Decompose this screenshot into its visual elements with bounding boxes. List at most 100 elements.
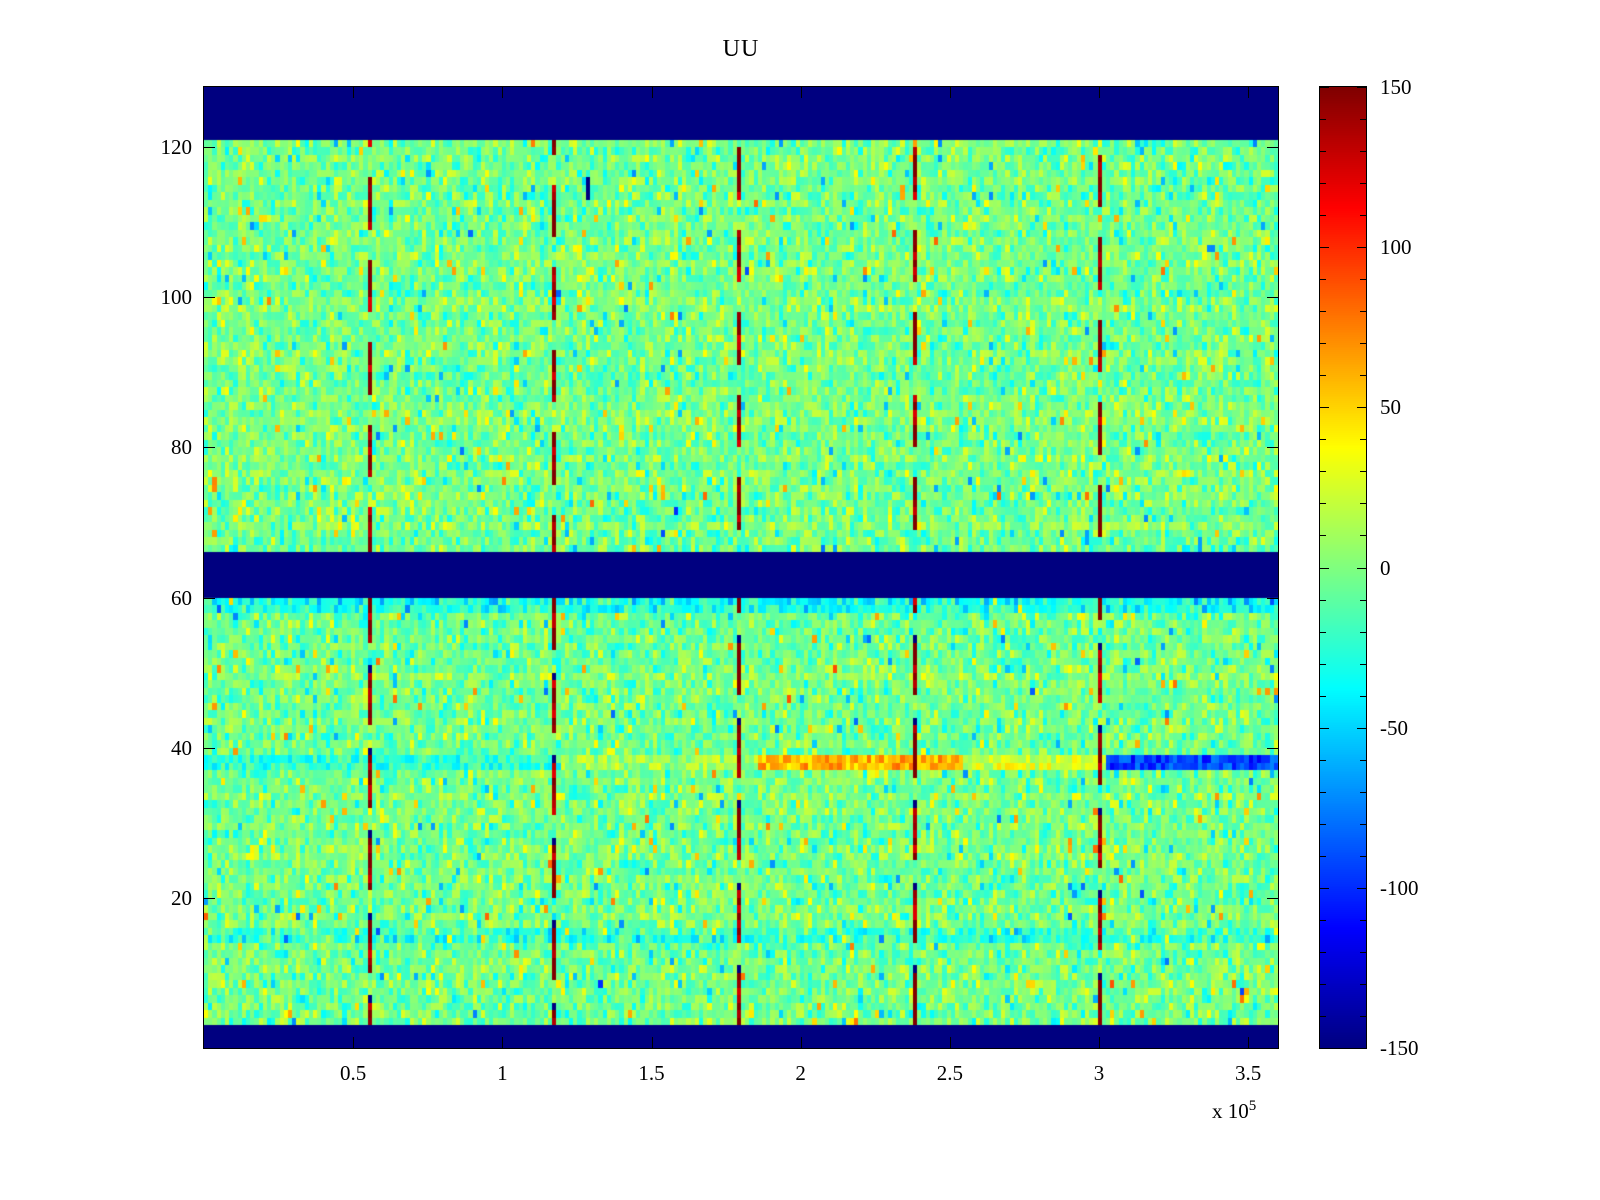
x-axis-tick-mark bbox=[949, 1037, 951, 1048]
x-axis-tick-mark-top bbox=[1248, 87, 1250, 98]
colorbar-tick-mark-left bbox=[1320, 568, 1329, 569]
y-axis-tick-mark-right bbox=[1267, 447, 1278, 449]
x-axis-tick-label: 0.5 bbox=[340, 1061, 367, 1085]
colorbar-tick-mark-right bbox=[1360, 119, 1366, 120]
colorbar-tick-mark-left bbox=[1320, 87, 1329, 88]
colorbar-tick-mark-right bbox=[1357, 888, 1366, 889]
colorbar-tick-label: -100 bbox=[1380, 875, 1419, 900]
colorbar-tick-mark-left bbox=[1320, 728, 1329, 729]
colorbar-tick-mark-right bbox=[1360, 151, 1366, 152]
x-axis-tick-label: 1.5 bbox=[638, 1061, 665, 1085]
x-axis-multiplier: x 105 bbox=[1212, 1098, 1256, 1124]
colorbar-tick-mark-right bbox=[1357, 1048, 1366, 1049]
x-axis-tick-label: 3.5 bbox=[1235, 1061, 1262, 1085]
colorbar-tick-mark-left bbox=[1320, 632, 1326, 633]
colorbar-tick-mark-left bbox=[1320, 535, 1326, 536]
colorbar-tick-mark-right bbox=[1357, 568, 1366, 569]
heatmap-plot-frame bbox=[203, 86, 1279, 1049]
y-axis-tick-mark bbox=[204, 747, 215, 749]
colorbar-tick-mark-right bbox=[1360, 696, 1366, 697]
y-axis-tick-mark bbox=[204, 597, 215, 599]
colorbar-tick-mark-right bbox=[1360, 1016, 1366, 1017]
colorbar-tick-label: 100 bbox=[1380, 235, 1412, 260]
colorbar-tick-mark-left bbox=[1320, 600, 1326, 601]
colorbar-tick-mark-right bbox=[1360, 375, 1366, 376]
colorbar-tick-mark-right bbox=[1360, 952, 1366, 953]
colorbar-tick-mark-left bbox=[1320, 375, 1326, 376]
y-axis-tick-mark bbox=[204, 897, 215, 899]
colorbar-tick-mark-left bbox=[1320, 183, 1326, 184]
colorbar-tick-mark-left bbox=[1320, 696, 1326, 697]
colorbar-tick-mark-right bbox=[1360, 984, 1366, 985]
colorbar-tick-mark-right bbox=[1360, 183, 1366, 184]
colorbar-tick-mark-left bbox=[1320, 952, 1326, 953]
y-axis-tick-mark bbox=[204, 297, 215, 299]
y-axis-tick-label: 40 bbox=[171, 735, 192, 760]
colorbar-tick-mark-left bbox=[1320, 920, 1326, 921]
x-axis-tick-mark-top bbox=[949, 87, 951, 98]
colorbar-tick-mark-left bbox=[1320, 471, 1326, 472]
y-axis-tick-label: 60 bbox=[171, 585, 192, 610]
x-axis-tick-label: 2.5 bbox=[936, 1061, 963, 1085]
colorbar-tick-label: -150 bbox=[1380, 1036, 1419, 1060]
colorbar-tick-mark-left bbox=[1320, 1048, 1329, 1049]
colorbar-tick-mark-left bbox=[1320, 760, 1326, 761]
colorbar-tick-mark-right bbox=[1360, 503, 1366, 504]
colorbar-tick-label: 0 bbox=[1380, 555, 1391, 580]
colorbar-tick-mark-right bbox=[1357, 87, 1366, 88]
colorbar-tick-mark-left bbox=[1320, 407, 1329, 408]
x-axis-tick-mark bbox=[353, 1037, 355, 1048]
x-axis-multiplier-base: x 10 bbox=[1212, 1099, 1249, 1123]
y-axis-tick-mark-right bbox=[1267, 597, 1278, 599]
colorbar-tick-label: -50 bbox=[1380, 715, 1408, 740]
colorbar-tick-mark-left bbox=[1320, 664, 1326, 665]
colorbar-tick-mark-left bbox=[1320, 984, 1326, 985]
colorbar-tick-mark-left bbox=[1320, 1016, 1326, 1017]
y-axis-tick-mark-right bbox=[1267, 747, 1278, 749]
y-axis-tick-mark bbox=[204, 147, 215, 149]
x-axis-tick-mark bbox=[502, 1037, 504, 1048]
colorbar-tick-mark-right bbox=[1357, 247, 1366, 248]
colorbar-tick-mark-left bbox=[1320, 888, 1329, 889]
colorbar-tick-label: 50 bbox=[1380, 395, 1401, 420]
colorbar-tick-label: 150 bbox=[1380, 75, 1412, 99]
x-axis-tick-mark-top bbox=[1099, 87, 1100, 98]
chart-title: UU bbox=[722, 36, 760, 62]
colorbar-tick-mark-right bbox=[1357, 407, 1366, 408]
x-axis-tick-mark bbox=[651, 1037, 653, 1048]
x-axis-tick-mark bbox=[1248, 1037, 1250, 1048]
colorbar-tick-mark-right bbox=[1360, 632, 1366, 633]
colorbar-tick-mark-left bbox=[1320, 824, 1326, 825]
colorbar-tick-mark-left bbox=[1320, 503, 1326, 504]
y-axis-tick-label: 120 bbox=[160, 135, 193, 160]
x-axis-tick-mark bbox=[800, 1037, 802, 1048]
y-axis-tick-mark-right bbox=[1267, 297, 1278, 299]
colorbar-tick-mark-right bbox=[1357, 728, 1366, 729]
x-axis-tick-mark-top bbox=[353, 87, 355, 98]
colorbar-tick-mark-right bbox=[1360, 600, 1366, 601]
colorbar-tick-mark-right bbox=[1360, 664, 1366, 665]
colorbar-tick-mark-left bbox=[1320, 792, 1326, 793]
colorbar-tick-mark-left bbox=[1320, 343, 1326, 344]
x-axis-multiplier-exponent: 5 bbox=[1248, 1098, 1257, 1114]
y-axis-tick-label: 100 bbox=[160, 285, 193, 310]
colorbar-tick-mark-left bbox=[1320, 215, 1326, 216]
colorbar-tick-mark-right bbox=[1360, 535, 1366, 536]
x-axis-tick-label: 2 bbox=[795, 1061, 806, 1085]
x-axis-tick-label: 1 bbox=[497, 1061, 508, 1085]
colorbar-tick-mark-right bbox=[1360, 439, 1366, 440]
colorbar-tick-mark-right bbox=[1360, 920, 1366, 921]
colorbar-tick-mark-right bbox=[1360, 471, 1366, 472]
x-axis-tick-mark-top bbox=[651, 87, 653, 98]
colorbar-tick-mark-right bbox=[1360, 760, 1366, 761]
colorbar-tick-mark-left bbox=[1320, 311, 1326, 312]
colorbar-tick-mark-left bbox=[1320, 247, 1329, 248]
colorbar-tick-mark-right bbox=[1360, 343, 1366, 344]
colorbar-tick-mark-right bbox=[1360, 792, 1366, 793]
y-axis-tick-mark bbox=[204, 447, 215, 449]
y-axis-tick-mark-right bbox=[1267, 897, 1278, 899]
y-axis-tick-label: 80 bbox=[171, 435, 192, 460]
y-axis-tick-label: 20 bbox=[171, 885, 192, 910]
x-axis-tick-mark-top bbox=[800, 87, 802, 98]
colorbar-tick-mark-left bbox=[1320, 439, 1326, 440]
